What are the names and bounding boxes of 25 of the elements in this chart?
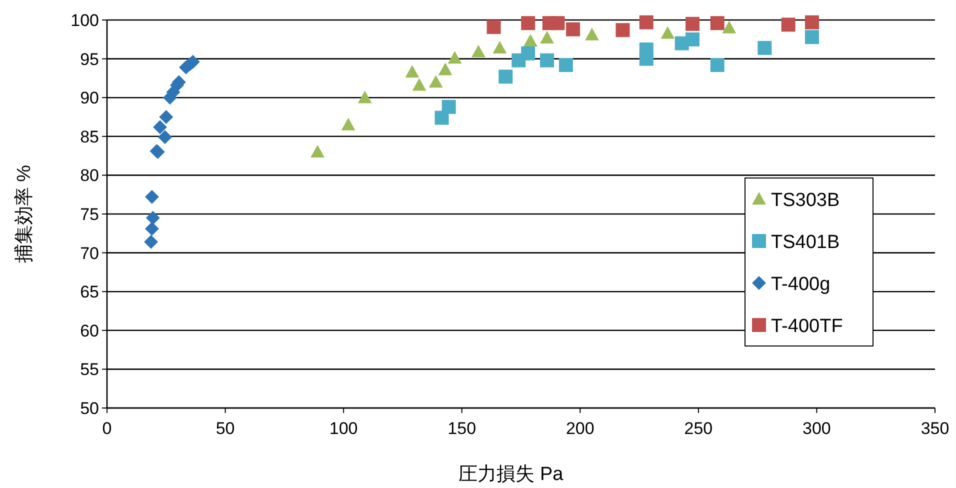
y-tick-label: 65 (80, 282, 99, 302)
x-tick-label: 50 (216, 419, 235, 438)
x-tick-label: 350 (920, 419, 950, 438)
y-axis-title: 捕集効率 % (13, 164, 35, 264)
legend-label: TS401B (771, 232, 840, 253)
y-tick-label: 80 (80, 166, 99, 186)
x-axis-title: 圧力損失 Pa (458, 464, 564, 485)
y-tick-label: 50 (80, 399, 99, 418)
y-tick-label: 60 (80, 321, 99, 340)
x-tick-label: 200 (566, 419, 594, 438)
x-tick-label: 300 (802, 419, 831, 438)
y-tick-label: 55 (80, 360, 99, 380)
y-tick-label: 90 (80, 88, 99, 108)
x-tick-label: 100 (329, 419, 358, 438)
x-tick-label: 0 (102, 419, 112, 438)
y-tick-label: 70 (80, 244, 99, 263)
legend-label: T-400TF (771, 316, 843, 337)
legend-label: TS303B (771, 190, 840, 211)
y-tick-label: 95 (80, 50, 99, 69)
y-tick-label: 75 (80, 205, 99, 224)
x-tick-label: 250 (684, 419, 713, 438)
y-tick-label: 100 (70, 11, 99, 30)
x-tick-label: 150 (448, 419, 476, 438)
legend-label: T-400g (771, 274, 830, 295)
y-tick-label: 85 (80, 127, 99, 146)
